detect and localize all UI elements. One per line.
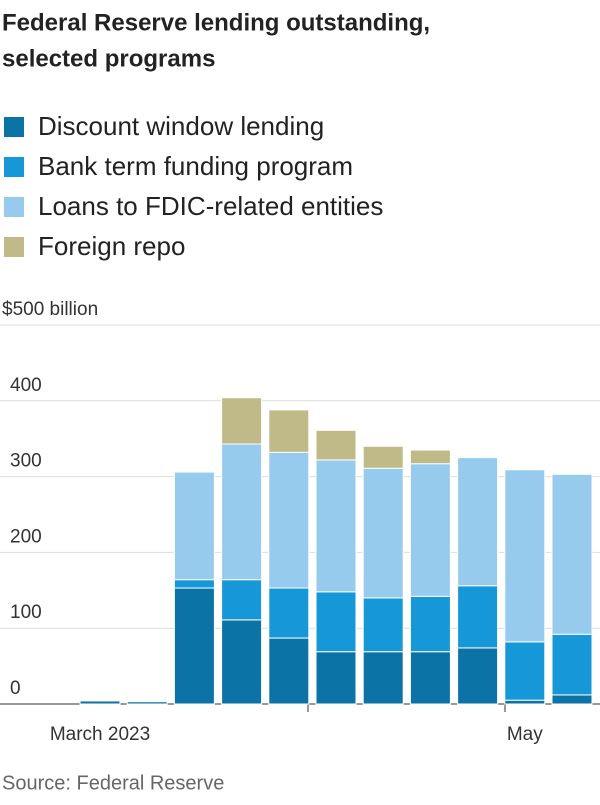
y-tick-label: 300: [10, 451, 42, 472]
y-tick-label: 0: [10, 678, 21, 699]
y-tick-label: 400: [10, 375, 42, 396]
legend-label: Loans to FDIC-related entities: [38, 191, 383, 221]
legend-label: Discount window lending: [38, 111, 324, 141]
legend-swatch: [4, 197, 24, 217]
chart-title: selected programs: [2, 45, 215, 72]
x-tick-label: May: [507, 724, 543, 745]
x-tick-label: March 2023: [50, 724, 150, 745]
bar-segment: [504, 469, 546, 643]
bar-segment: [221, 619, 263, 705]
y-tick-label: $500 billion: [2, 299, 98, 320]
legend-swatch: [4, 237, 24, 257]
bar-segment: [409, 651, 451, 705]
bar-segment: [551, 694, 593, 705]
legend-label: Bank term funding program: [38, 151, 353, 181]
bar-segment: [457, 585, 499, 649]
bar-segment: [362, 651, 404, 705]
source: Source: Federal Reserve: [2, 772, 224, 794]
bar-segment: [126, 701, 168, 705]
chart-title: Federal Reserve lending outstanding,: [2, 9, 430, 36]
legend-swatch: [4, 157, 24, 177]
bar-segment: [551, 633, 593, 696]
bar-segment: [79, 700, 121, 705]
bar-segment: [409, 463, 451, 597]
bar-segment: [173, 579, 215, 589]
bar-segment: [221, 397, 263, 445]
bar-segment: [268, 409, 310, 453]
bar-segment: [173, 471, 215, 581]
y-tick-label: 200: [10, 526, 42, 547]
bar-segment: [315, 651, 357, 705]
legend-swatch: [4, 117, 24, 137]
legend-label: Foreign repo: [38, 231, 185, 261]
bar-segment: [221, 443, 263, 581]
bar-segment: [504, 641, 546, 701]
bar-segment: [362, 597, 404, 653]
bar-segment: [362, 445, 404, 469]
bar-segment: [409, 449, 451, 465]
bar-segment: [268, 587, 310, 639]
bar-segment: [409, 595, 451, 653]
bar-segment: [268, 451, 310, 589]
bar-segment: [221, 579, 263, 621]
bar-segment: [457, 647, 499, 705]
bar-segment: [551, 473, 593, 635]
bar-segment: [315, 459, 357, 593]
y-tick-label: 100: [10, 602, 42, 623]
bar-segment: [315, 429, 357, 461]
bar-segment: [457, 457, 499, 587]
bar-segment: [173, 587, 215, 705]
bar-segment: [268, 637, 310, 705]
bar-segment: [315, 591, 357, 653]
bar-segment: [504, 699, 546, 705]
bar-segment: [362, 467, 404, 599]
